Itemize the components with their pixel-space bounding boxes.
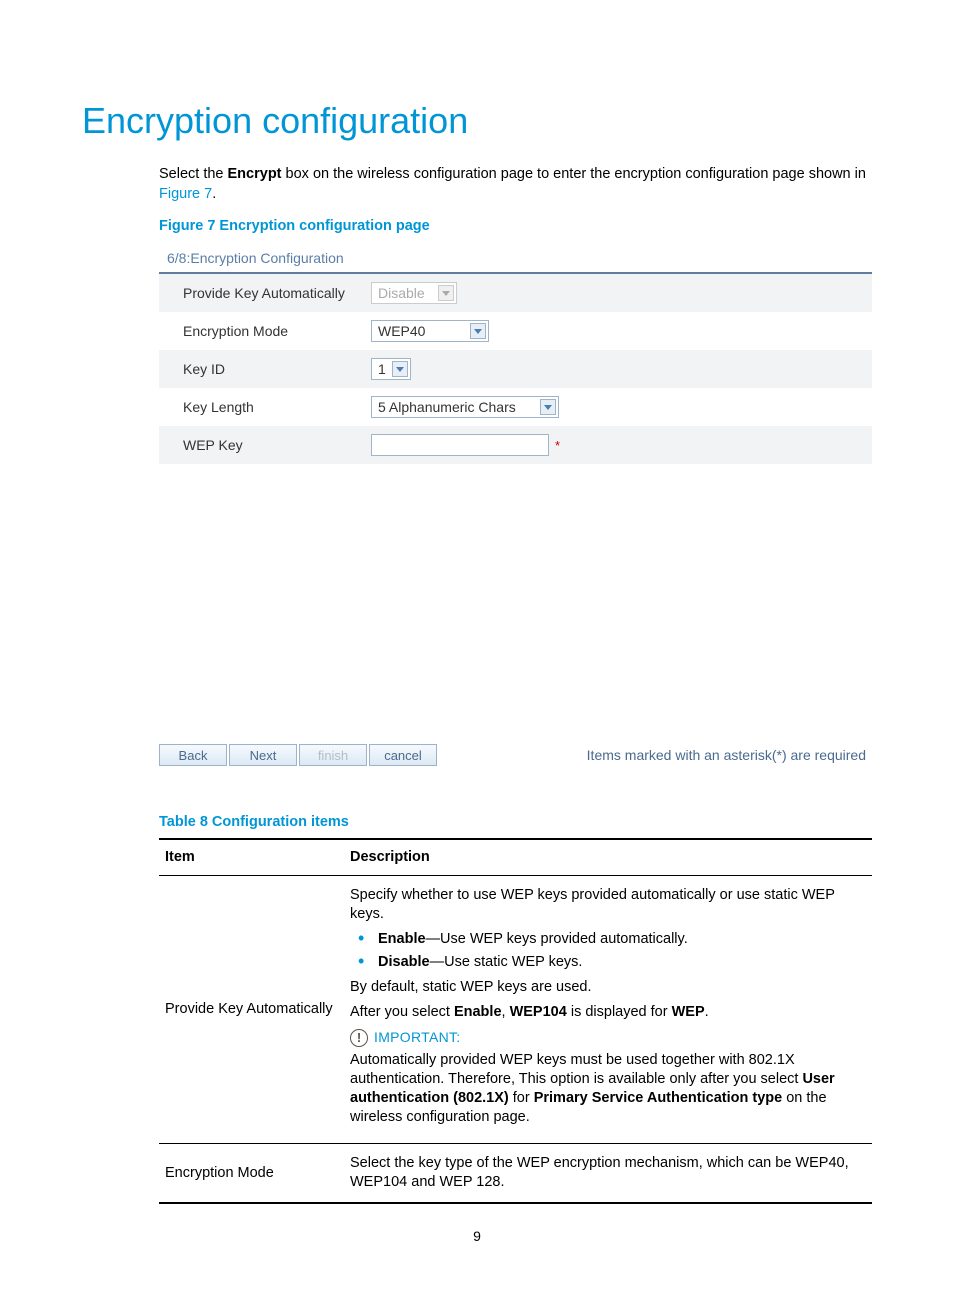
row-encryption-mode: Encryption Mode WEP40	[159, 312, 872, 350]
figure-caption: Figure 7 Encryption configuration page	[159, 218, 872, 234]
cell-description: Specify whether to use WEP keys provided…	[344, 876, 872, 1144]
required-asterisk: *	[555, 438, 560, 453]
cancel-button[interactable]: cancel	[369, 744, 437, 766]
table-caption: Table 8 Configuration items	[159, 814, 872, 830]
page-number: 9	[0, 1228, 954, 1244]
table-header-item: Item	[159, 839, 344, 876]
panel-title: 6/8:Encryption Configuration	[159, 250, 872, 274]
wep-key-input[interactable]	[371, 434, 549, 456]
chevron-down-icon	[470, 323, 486, 339]
page-title: Encryption configuration	[82, 100, 872, 142]
wizard-bar: Back Next finish cancel Items marked wit…	[159, 744, 872, 766]
important-label: IMPORTANT:	[374, 1028, 461, 1047]
cell-item: Encryption Mode	[159, 1144, 344, 1204]
encryption-mode-label: Encryption Mode	[183, 323, 371, 339]
chevron-down-icon	[438, 285, 454, 301]
next-button[interactable]: Next	[229, 744, 297, 766]
row-key-length: Key Length 5 Alphanumeric Chars	[159, 388, 872, 426]
table-row: Provide Key Automatically Specify whethe…	[159, 876, 872, 1144]
chevron-down-icon	[540, 399, 556, 415]
row-key-id: Key ID 1	[159, 350, 872, 388]
key-length-label: Key Length	[183, 399, 371, 415]
key-id-select[interactable]: 1	[371, 358, 411, 380]
row-wep-key: WEP Key *	[159, 426, 872, 464]
key-length-select[interactable]: 5 Alphanumeric Chars	[371, 396, 559, 418]
encryption-mode-select[interactable]: WEP40	[371, 320, 489, 342]
row-provide-key-auto: Provide Key Automatically Disable	[159, 274, 872, 312]
key-id-label: Key ID	[183, 361, 371, 377]
figure-link[interactable]: Figure 7	[159, 186, 212, 202]
cell-item: Provide Key Automatically	[159, 876, 344, 1144]
back-button[interactable]: Back	[159, 744, 227, 766]
finish-button: finish	[299, 744, 367, 766]
config-panel: 6/8:Encryption Configuration Provide Key…	[159, 250, 872, 464]
provide-key-auto-select: Disable	[371, 282, 457, 304]
table-header-description: Description	[344, 839, 872, 876]
required-note: Items marked with an asterisk(*) are req…	[587, 747, 872, 763]
provide-key-auto-label: Provide Key Automatically	[183, 285, 371, 301]
intro-text: Select the Encrypt box on the wireless c…	[159, 164, 872, 204]
table-row: Encryption Mode Select the key type of t…	[159, 1144, 872, 1204]
important-icon: !	[350, 1029, 368, 1047]
config-items-table: Item Description Provide Key Automatical…	[159, 838, 872, 1204]
wep-key-label: WEP Key	[183, 437, 371, 453]
chevron-down-icon	[392, 361, 408, 377]
cell-description: Select the key type of the WEP encryptio…	[344, 1144, 872, 1204]
